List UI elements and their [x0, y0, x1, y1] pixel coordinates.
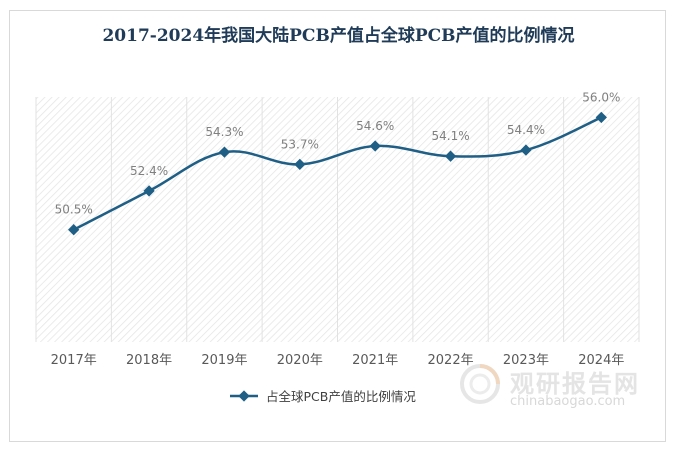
data-point-marker: [369, 140, 381, 152]
x-tick-label: 2019年: [201, 353, 247, 368]
data-point-marker: [294, 158, 306, 171]
data-point-marker: [520, 144, 532, 156]
data-point-marker: [444, 150, 457, 162]
data-label: 54.6%: [356, 119, 394, 133]
x-tick-label: 2022年: [428, 353, 474, 368]
data-label: 53.7%: [281, 137, 319, 151]
data-label: 56.0%: [582, 90, 620, 104]
x-tick-label: 2017年: [51, 353, 97, 368]
x-tick-label: 2021年: [352, 353, 398, 368]
data-point-marker: [143, 185, 155, 197]
x-tick-label: 2020年: [277, 353, 323, 368]
data-label: 52.4%: [130, 164, 168, 178]
legend: 占全球PCB产值的比例情况: [230, 389, 416, 404]
legend-marker-swatch: [238, 390, 250, 402]
x-tick-label: 2018年: [126, 353, 172, 368]
data-label: 54.1%: [432, 129, 470, 143]
data-label: 54.4%: [507, 123, 545, 137]
x-tick-label: 2023年: [503, 353, 549, 368]
legend-label: 占全球PCB产值的比例情况: [266, 389, 416, 404]
data-point-marker: [218, 146, 231, 158]
watermark-brand: 观研报告网: [510, 370, 640, 398]
watermark-logo-icon: [460, 364, 500, 404]
chart-title: 2017-2024年我国大陆PCB产值占全球PCB产值的比例情况: [102, 26, 575, 46]
data-label: 50.5%: [55, 203, 93, 217]
watermark-url: chinabaogao.com: [510, 394, 626, 409]
data-label: 54.3%: [205, 125, 243, 139]
x-tick-label: 2024年: [578, 353, 624, 368]
